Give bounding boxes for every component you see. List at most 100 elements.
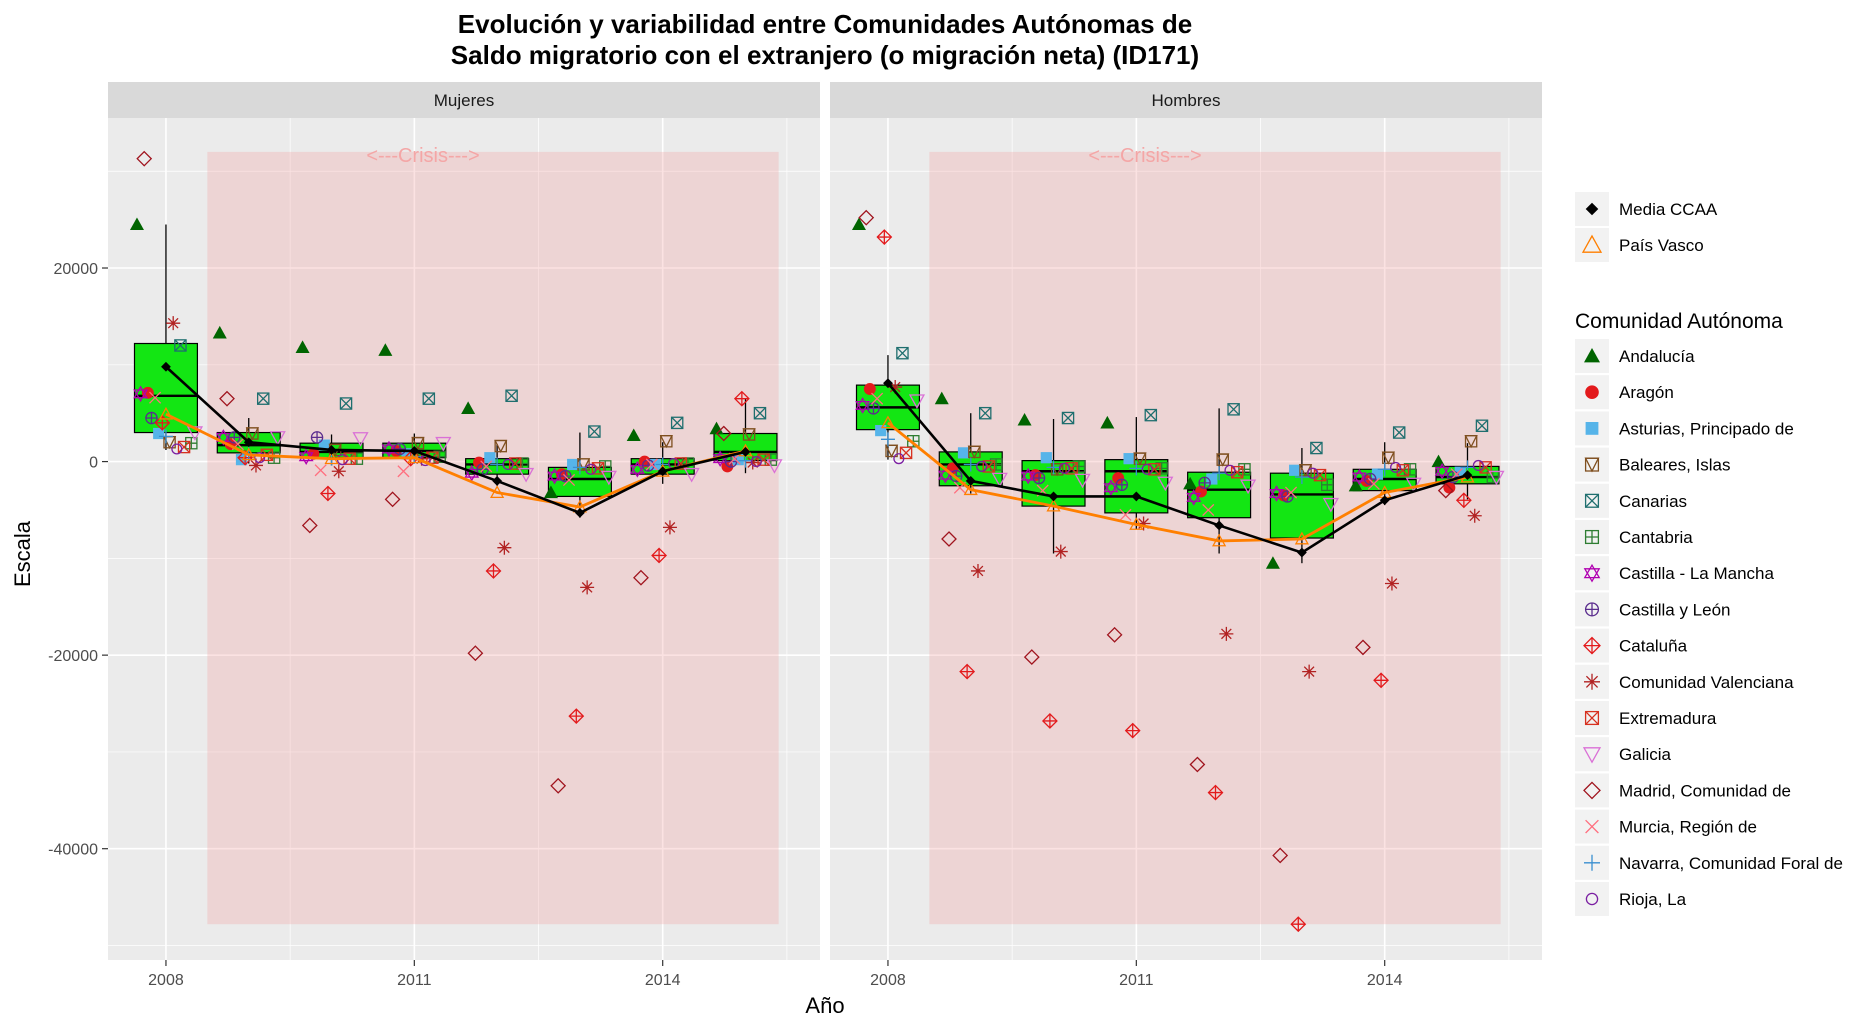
point-extremadura-2013 <box>1313 468 1327 482</box>
mean-point-2015 <box>740 446 751 457</box>
point-andaluc-a-2010 <box>295 340 310 353</box>
mean-point-2014 <box>1379 495 1390 506</box>
x-tick-label: 2008 <box>148 972 184 989</box>
legend-key-bg <box>1575 447 1609 482</box>
point-comunidad-valenciana-2014 <box>662 520 677 535</box>
legend-label: Castilla - La Mancha <box>1619 564 1775 583</box>
point-catalu-a-2008 <box>154 414 171 431</box>
x-tick-label: 2008 <box>870 972 906 989</box>
crisis-label: <---Crisis---> <box>366 145 479 167</box>
point-catalu-a-2014 <box>651 547 667 564</box>
point-baleares-islas-2012 <box>1216 453 1230 467</box>
point-madrid-comunidad-de-2014 <box>1355 639 1371 656</box>
point-andaluc-a-2014 <box>1348 478 1363 492</box>
point-asturias-principado-de-2012 <box>1206 473 1218 485</box>
point-catalu-a-2015 <box>733 390 750 407</box>
point-comunidad-valenciana-2013 <box>1302 664 1317 679</box>
mean-line <box>165 365 746 515</box>
point-galicia-2011 <box>435 436 452 452</box>
pais-vasco-point-2012 <box>490 485 505 498</box>
point-castilla-la-mancha-2015 <box>1434 462 1450 480</box>
point-catalu-a-2010 <box>319 485 336 502</box>
point-rioja-la-2009 <box>254 452 266 464</box>
point-castilla-la-mancha-2014 <box>629 461 645 478</box>
crisis-label: <---Crisis---> <box>1088 145 1201 167</box>
legend-label: Madrid, Comunidad de <box>1619 781 1791 800</box>
legend-key-bg <box>1575 882 1609 916</box>
point-extremadura-2012 <box>508 457 522 470</box>
point-extremadura-2008 <box>899 446 913 460</box>
panel-background <box>830 118 1542 960</box>
legend-label: Canarias <box>1619 492 1687 511</box>
point-canarias-2010 <box>339 397 353 410</box>
point-rioja-la-2012 <box>502 458 514 471</box>
point-madrid-comunidad-de-2013 <box>550 777 567 794</box>
legend-label: Rioja, La <box>1619 890 1687 909</box>
point-baleares-islas-2011 <box>411 436 425 451</box>
point-extremadura-2012 <box>1230 465 1244 479</box>
panel-strip-label: Mujeres <box>434 91 494 110</box>
legend-key-castilla-y-le-n <box>1584 602 1600 617</box>
point-andaluc-a-2008 <box>129 217 144 231</box>
mean-point-2009 <box>243 437 254 448</box>
point-baleares-islas-2008 <box>884 444 899 458</box>
point-galicia-2014 <box>1405 477 1422 493</box>
point-comunidad-valenciana-2010 <box>1053 544 1068 559</box>
point-comunidad-valenciana-2009 <box>248 458 263 473</box>
point-murcia-regi-n-de-2011 <box>1119 508 1132 521</box>
point-comunidad-valenciana-2015 <box>745 455 760 470</box>
point-canarias-2010 <box>1061 411 1075 425</box>
point-baleares-islas-2011 <box>1133 452 1147 466</box>
point-navarra-comunidad-foral-de-2013 <box>572 460 587 475</box>
legend-label: Asturias, Principado de <box>1619 419 1794 438</box>
point-madrid-comunidad-de-2008 <box>136 150 153 167</box>
mean-point-2012 <box>1214 520 1225 531</box>
point-madrid-comunidad-de-2011 <box>384 491 401 508</box>
point-galicia-2011 <box>1157 476 1174 492</box>
point-asturias-principado-de-2010 <box>318 439 330 451</box>
point-baleares-islas-2015 <box>1464 435 1478 449</box>
point-murcia-regi-n-de-2012 <box>1202 503 1215 517</box>
point-castilla-y-le-n-2014 <box>1363 472 1377 486</box>
crisis-band <box>929 151 1501 925</box>
point-navarra-comunidad-foral-de-2014 <box>1377 462 1392 477</box>
pais-vasco-point-2010 <box>324 451 339 465</box>
legend-label: Cantabria <box>1619 528 1693 547</box>
point-andaluc-a-2013 <box>1265 556 1280 569</box>
point-andaluc-a-2011 <box>1100 415 1115 429</box>
point-murcia-regi-n-de-2014 <box>1367 477 1380 490</box>
point-canarias-2013 <box>588 425 601 438</box>
point-asturias-principado-de-2008 <box>153 427 165 440</box>
point-andaluc-a-2011 <box>378 343 393 356</box>
legend-label: Castilla y León <box>1619 600 1731 619</box>
point-rioja-la-2008 <box>171 443 183 455</box>
point-navarra-comunidad-foral-de-2010 <box>1046 460 1061 475</box>
point-comunidad-valenciana-2015 <box>1467 508 1482 523</box>
legend-key-asturias-principado-de <box>1585 422 1599 435</box>
point-canarias-2015 <box>753 406 767 420</box>
point-castilla-la-mancha-2012 <box>1186 489 1202 506</box>
mean-point-2012 <box>492 476 503 486</box>
point-castilla-y-le-n-2012 <box>1198 476 1211 490</box>
point-canarias-2011 <box>422 392 436 405</box>
y-tick-label: -40000 <box>48 842 98 859</box>
legend-label: Extremadura <box>1619 709 1717 728</box>
point-extremadura-2008 <box>177 440 191 454</box>
point-comunidad-valenciana-2008 <box>888 380 903 395</box>
point-baleares-islas-2009 <box>245 427 260 441</box>
point-madrid-comunidad-de-2013 <box>1272 847 1289 864</box>
chart-title-line1: Evolución y variabilidad entre Comunidad… <box>458 9 1192 39</box>
point-navarra-comunidad-foral-de-2008 <box>880 432 895 447</box>
point-comunidad-valenciana-2010 <box>331 464 346 479</box>
point-rioja-la-2013 <box>585 463 597 475</box>
pais-vasco-line <box>887 421 1468 543</box>
x-tick-label: 2011 <box>1119 972 1154 989</box>
point-comunidad-valenciana-2013 <box>580 580 595 595</box>
point-andaluc-a-2013 <box>543 485 558 499</box>
mean-point-2010 <box>1048 491 1059 502</box>
point-extremadura-2014 <box>1396 464 1410 477</box>
legend-label: País Vasco <box>1619 236 1704 255</box>
point-andaluc-a-2009 <box>934 391 949 405</box>
point-navarra-comunidad-foral-de-2009 <box>963 457 978 472</box>
point-catalu-a-2011 <box>1124 722 1141 739</box>
